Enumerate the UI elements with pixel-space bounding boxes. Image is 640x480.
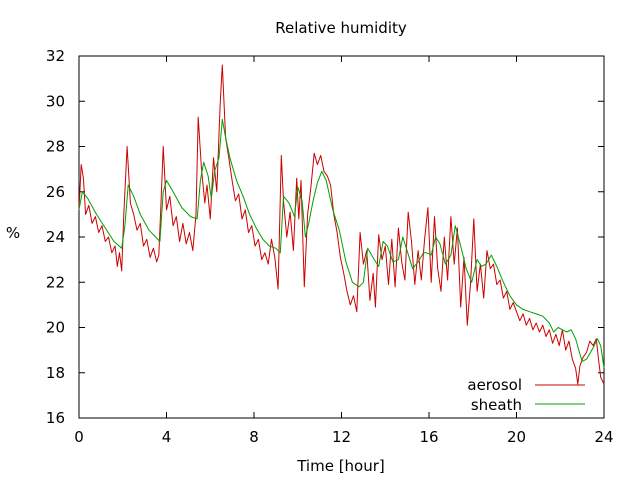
plot-frame [78,55,605,419]
legend: aerosol sheath [467,376,585,414]
legend-label-aerosol: aerosol [467,376,522,394]
x-tick-label: 0 [74,428,84,446]
chart-title: Relative humidity [275,19,407,37]
y-tick-label: 28 [46,138,65,156]
x-tick-label: 8 [249,428,259,446]
y-tick-label: 30 [46,92,65,110]
x-tick-label: 4 [162,428,172,446]
series-line-sheath [78,118,605,369]
y-tick-label: 32 [46,47,65,65]
x-tick-label: 16 [419,428,438,446]
x-axis-ticks: 0 4 8 12 16 20 24 [74,56,614,446]
x-tick-label: 20 [507,428,526,446]
y-axis-ticks: 16 18 20 22 24 26 28 30 32 [46,47,604,427]
x-tick-label: 12 [332,428,351,446]
series-line-aerosol [78,64,605,385]
series-lines [78,64,605,385]
y-tick-label: 18 [46,364,65,382]
y-tick-label: 22 [46,273,65,291]
y-tick-label: 26 [46,183,65,201]
y-tick-label: 20 [46,319,65,337]
x-tick-label: 24 [594,428,613,446]
plot-frame-group [78,55,605,419]
y-tick-label: 24 [46,228,65,246]
x-axis-label: Time [hour] [296,457,385,475]
y-axis-label: % [6,224,20,242]
y-tick-label: 16 [46,409,65,427]
legend-label-sheath: sheath [471,396,522,414]
